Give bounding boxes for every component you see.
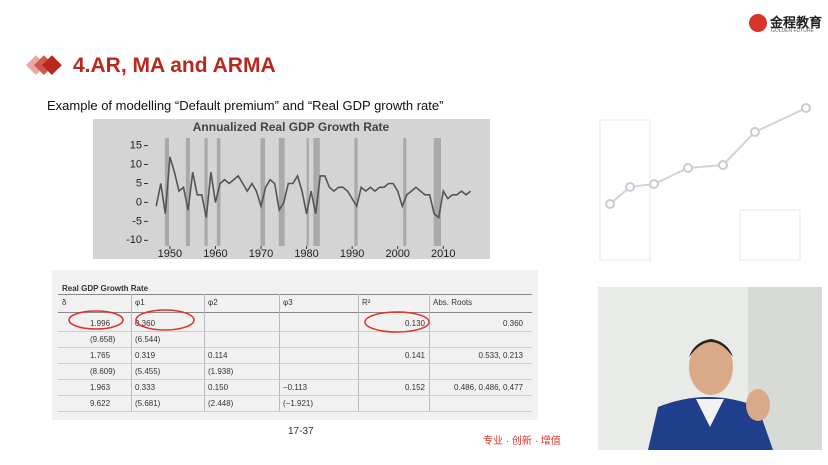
rule <box>358 294 359 412</box>
table-cell: (−1.921) <box>283 399 314 408</box>
rule <box>58 363 532 364</box>
table-cell: 0.114 <box>208 351 228 360</box>
table-cell: 0.319 <box>135 351 156 360</box>
chart: Annualized Real GDP Growth Rate -10 -5 0 5 1… <box>93 119 490 259</box>
table-cell: 0.486, 0.486, 0.477 <box>454 383 523 392</box>
chart-bg <box>93 119 490 259</box>
table-cell: 9.622 <box>90 399 111 408</box>
rule <box>58 347 532 348</box>
y-tick-label: 0 <box>136 196 142 208</box>
rule <box>58 411 532 412</box>
table-cell: Real GDP Growth Rate <box>62 284 149 293</box>
title-icon <box>25 55 62 76</box>
x-tick-label: 1990 <box>340 248 364 259</box>
recession-band <box>204 138 208 246</box>
table-cell: 0.150 <box>208 383 229 392</box>
table-cell: 0.360 <box>135 319 156 328</box>
table-cell: δ <box>62 298 67 307</box>
x-tick-label: 2000 <box>385 248 409 259</box>
x-tick-label: 1950 <box>158 248 182 259</box>
table-cell: 0.360 <box>502 319 523 328</box>
table-cell: 1.765 <box>90 351 111 360</box>
y-tick-label: 10 <box>130 158 142 170</box>
table-cell: 0.533, 0.213 <box>478 351 523 360</box>
x-tick-label: 1960 <box>203 248 227 259</box>
table-cell: (5.681) <box>135 399 161 408</box>
chart-title: Annualized Real GDP Growth Rate <box>193 120 390 134</box>
annotations <box>68 309 430 333</box>
page-number: 17-37 <box>288 426 314 437</box>
rule <box>204 294 205 412</box>
table-cell: (2.448) <box>208 399 234 408</box>
decoration <box>599 103 811 261</box>
y-tick-label: 15 <box>130 139 142 151</box>
rule <box>58 331 532 332</box>
gdp-line <box>155 156 472 220</box>
recession-band <box>306 138 309 246</box>
recession-band <box>403 138 407 246</box>
table-cell: 0.152 <box>404 383 425 392</box>
rule <box>279 294 280 412</box>
table-cell: (8.609) <box>90 367 116 376</box>
slide-title: 4.AR, MA and ARMA <box>73 54 276 77</box>
x-tick-label: 1970 <box>249 248 273 259</box>
table-cell: 0.130 <box>404 319 425 328</box>
y-tick-label: -5 <box>132 215 142 227</box>
logo: 金程教育 <box>770 15 823 30</box>
recession-band <box>260 138 266 246</box>
presenter-video <box>598 287 822 450</box>
table-cell: (5.455) <box>135 367 161 376</box>
table-cell: 1.963 <box>90 383 111 392</box>
rule <box>131 294 132 412</box>
table: Real GDP Growth Rate δ φ1 φ2 φ3 R² Abs. Roots 1… <box>52 270 538 420</box>
recession-band <box>185 138 190 246</box>
table-cell: Abs. Roots <box>433 298 473 307</box>
rule <box>58 379 532 380</box>
recession-band <box>354 138 358 246</box>
x-tick-label: 1980 <box>294 248 318 259</box>
subtitle: Example of modelling “Default premium” a… <box>47 98 444 113</box>
recession-band <box>278 138 285 246</box>
table-cell: 1.996 <box>90 319 111 328</box>
logo-icon <box>749 14 767 32</box>
x-tick-label: 2010 <box>431 248 455 259</box>
logo-sub: GOLDEN FUTURE <box>771 28 814 34</box>
table-cell: φ1 <box>135 298 145 307</box>
table-cell: (9.658) <box>90 335 116 344</box>
table-cell: φ2 <box>208 298 218 307</box>
y-tick-label: 5 <box>136 177 142 189</box>
y-tick-label: -10 <box>126 234 142 246</box>
table-cell: 0.333 <box>135 383 156 392</box>
recession-band <box>313 138 320 246</box>
table-cell: (6.544) <box>135 335 161 344</box>
table-cell: 0.141 <box>404 351 425 360</box>
rule <box>58 294 532 295</box>
table-cell: −0.113 <box>283 383 308 392</box>
table-cell: φ3 <box>283 298 293 307</box>
rule <box>58 312 532 313</box>
rule <box>429 294 430 412</box>
recession-band <box>433 138 441 246</box>
rule <box>58 395 532 396</box>
slogan: 专业 · 创新 · 增值 <box>483 436 561 447</box>
table-cell: R² <box>362 298 371 307</box>
table-cell: (1.938) <box>208 367 234 376</box>
